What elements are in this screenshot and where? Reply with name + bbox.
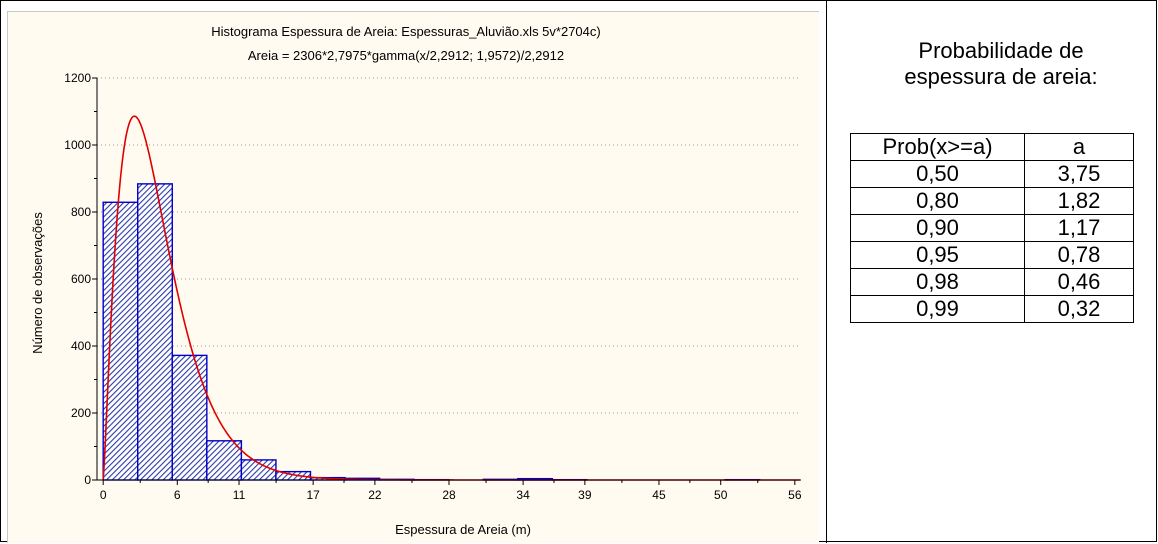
x-tick-label: 11 xyxy=(233,488,246,502)
table-row: 0,99 0,32 xyxy=(851,296,1134,323)
y-tick-label: 1200 xyxy=(64,71,91,85)
table-row: 0,98 0,46 xyxy=(851,269,1134,296)
prob-cell: 0,95 xyxy=(851,242,1025,269)
histogram-bar xyxy=(172,355,207,480)
header-prob: Prob(x>=a) xyxy=(851,134,1025,161)
table-row: 0,95 0,78 xyxy=(851,242,1134,269)
x-tick-label: 22 xyxy=(368,488,382,502)
x-axis-ticks: 0 6 11 17 22 28 34 39 45 50 56 xyxy=(100,480,802,502)
histogram-bars xyxy=(103,184,759,480)
y-axis-ticks: 0 200 400 600 800 1000 1200 xyxy=(64,71,97,487)
prob-cell: 0,50 xyxy=(851,161,1025,188)
y-tick-label: 0 xyxy=(84,473,91,487)
gamma-fit-line xyxy=(103,116,800,480)
histogram-bar xyxy=(138,184,173,480)
y-tick-label: 600 xyxy=(71,272,91,286)
prob-cell: 0,99 xyxy=(851,296,1025,323)
a-cell: 0,78 xyxy=(1025,242,1134,269)
prob-cell: 0,98 xyxy=(851,269,1025,296)
prob-cell: 0,90 xyxy=(851,215,1025,242)
x-axis-label: Espessura de Areia (m) xyxy=(395,522,531,537)
prob-cell: 0,80 xyxy=(851,188,1025,215)
x-tick-label: 28 xyxy=(442,488,456,502)
x-tick-label: 50 xyxy=(714,488,728,502)
a-cell: 0,32 xyxy=(1025,296,1134,323)
x-tick-label: 34 xyxy=(516,488,530,502)
x-tick-label: 0 xyxy=(100,488,107,502)
a-cell: 1,82 xyxy=(1025,188,1134,215)
x-tick-label: 39 xyxy=(578,488,592,502)
probability-table: Prob(x>=a) a 0,50 3,75 0,80 1,82 0,90 1,… xyxy=(850,133,1134,323)
y-tick-label: 800 xyxy=(71,205,91,219)
x-tick-label: 17 xyxy=(306,488,320,502)
header-a: a xyxy=(1025,134,1134,161)
histogram-panel: Histograma Espessura de Areia: Espessura… xyxy=(7,11,819,543)
a-cell: 0,46 xyxy=(1025,269,1134,296)
histogram-bar xyxy=(103,202,138,480)
probability-title-line1: Probabilidade de xyxy=(846,38,1156,64)
a-cell: 1,17 xyxy=(1025,215,1134,242)
a-cell: 3,75 xyxy=(1025,161,1134,188)
chart-subtitle: Areia = 2306*2,7975*gamma(x/2,2912; 1,95… xyxy=(248,48,564,63)
probability-title-line2: espessura de areia: xyxy=(846,64,1156,90)
table-row: 0,90 1,17 xyxy=(851,215,1134,242)
y-tick-label: 400 xyxy=(71,339,91,353)
x-tick-label: 45 xyxy=(652,488,666,502)
table-header-row: Prob(x>=a) a xyxy=(851,134,1134,161)
x-tick-label: 56 xyxy=(788,488,802,502)
y-axis-label: Número de observações xyxy=(30,212,45,354)
histogram-chart: Histograma Espessura de Areia: Espessura… xyxy=(8,12,820,544)
fitted-gamma-curve xyxy=(103,116,800,480)
y-tick-label: 1000 xyxy=(64,138,91,152)
y-tick-label: 200 xyxy=(71,406,91,420)
chart-title: Histograma Espessura de Areia: Espessura… xyxy=(211,24,600,39)
table-row: 0,80 1,82 xyxy=(851,188,1134,215)
probability-title: Probabilidade de espessura de areia: xyxy=(846,38,1156,90)
panel-divider xyxy=(826,0,827,543)
histogram-bar xyxy=(207,441,242,480)
x-tick-label: 6 xyxy=(174,488,181,502)
table-row: 0,50 3,75 xyxy=(851,161,1134,188)
